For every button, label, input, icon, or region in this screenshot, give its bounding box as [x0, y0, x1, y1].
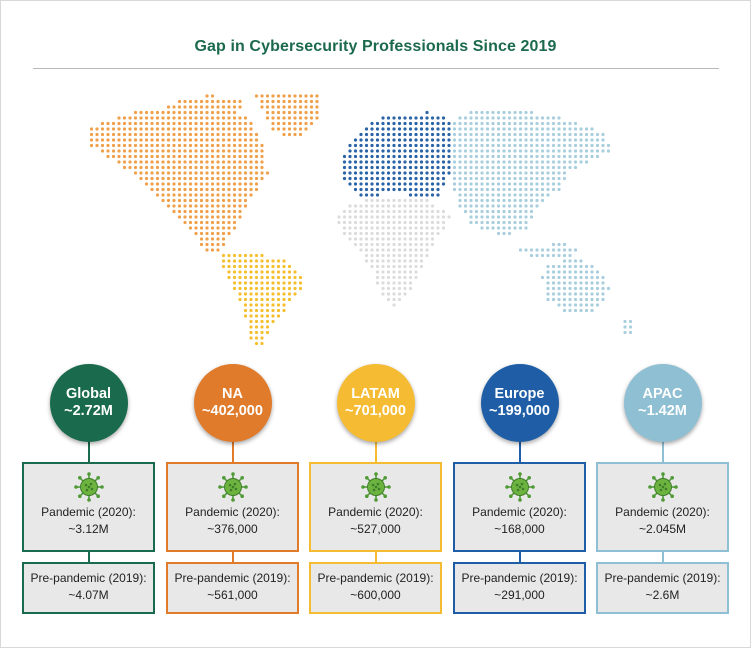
- pandemic-box: Pandemic (2020): ~2.045M: [596, 462, 729, 552]
- pandemic-value: ~2.045M: [638, 522, 687, 536]
- region-circle: NA ~402,000: [193, 364, 272, 442]
- virus-icon: [504, 472, 535, 502]
- pre-pandemic-value: ~561,000: [207, 588, 258, 602]
- region-name: APAC: [642, 386, 683, 402]
- region-circle: LATAM ~701,000: [336, 364, 415, 442]
- pre-pandemic-box: Pre-pandemic (2019): ~4.07M: [22, 562, 155, 614]
- pre-pandemic-label: Pre-pandemic (2019):: [174, 571, 291, 585]
- virus-icon: [73, 472, 104, 502]
- region-current-gap: ~199,000: [489, 403, 550, 419]
- pre-pandemic-label: Pre-pandemic (2019):: [461, 571, 578, 585]
- pre-pandemic-value: ~291,000: [494, 588, 545, 602]
- region-circle: Europe ~199,000: [480, 364, 559, 442]
- chart-title: Gap in Cybersecurity Professionals Since…: [194, 38, 557, 55]
- pandemic-label: Pandemic (2020):: [615, 505, 710, 519]
- world-dot-map: [89, 94, 633, 346]
- region-column-global: Global ~2.72M Pandemic (2020): ~3.12M Pr…: [22, 364, 155, 624]
- pandemic-box: Pandemic (2020): ~376,000: [166, 462, 299, 552]
- pandemic-label: Pandemic (2020):: [472, 505, 567, 519]
- pandemic-value: ~3.12M: [68, 522, 109, 536]
- pre-pandemic-value: ~2.6M: [645, 588, 680, 602]
- region-column-na: NA ~402,000 Pandemic (2020): ~376,000 Pr…: [166, 364, 299, 624]
- pandemic-box: Pandemic (2020): ~527,000: [309, 462, 442, 552]
- pandemic-box: Pandemic (2020): ~3.12M: [22, 462, 155, 552]
- pandemic-label: Pandemic (2020):: [185, 505, 280, 519]
- pandemic-label: Pandemic (2020):: [41, 505, 136, 519]
- region-current-gap: ~701,000: [345, 403, 406, 419]
- region-current-gap: ~2.72M: [64, 403, 113, 419]
- region-column-apac: APAC ~1.42M Pandemic (2020): ~2.045M Pre…: [596, 364, 729, 624]
- pandemic-box: Pandemic (2020): ~168,000: [453, 462, 586, 552]
- pre-pandemic-box: Pre-pandemic (2019): ~291,000: [453, 562, 586, 614]
- pre-pandemic-box: Pre-pandemic (2019): ~600,000: [309, 562, 442, 614]
- region-column-latam: LATAM ~701,000 Pandemic (2020): ~527,000…: [309, 364, 442, 624]
- region-circle: Global ~2.72M: [49, 364, 128, 442]
- pandemic-label: Pandemic (2020):: [328, 505, 423, 519]
- region-current-gap: ~402,000: [202, 403, 263, 419]
- region-circle: APAC ~1.42M: [623, 364, 702, 442]
- region-current-gap: ~1.42M: [638, 403, 687, 419]
- pre-pandemic-value: ~600,000: [350, 588, 401, 602]
- region-name: Europe: [494, 386, 545, 402]
- region-name: Global: [65, 386, 112, 402]
- pre-pandemic-label: Pre-pandemic (2019):: [317, 571, 434, 585]
- virus-icon: [647, 472, 678, 502]
- pre-pandemic-label: Pre-pandemic (2019):: [30, 571, 147, 585]
- pandemic-value: ~527,000: [350, 522, 401, 536]
- virus-icon: [360, 472, 391, 502]
- pandemic-value: ~168,000: [494, 522, 545, 536]
- pre-pandemic-value: ~4.07M: [68, 588, 109, 602]
- region-name: NA: [222, 386, 243, 402]
- pre-pandemic-box: Pre-pandemic (2019): ~2.6M: [596, 562, 729, 614]
- region-column-europe: Europe ~199,000 Pandemic (2020): ~168,00…: [453, 364, 586, 624]
- title-divider: [33, 68, 719, 69]
- virus-icon: [217, 472, 248, 502]
- region-name: LATAM: [351, 386, 400, 402]
- pandemic-value: ~376,000: [207, 522, 258, 536]
- pre-pandemic-box: Pre-pandemic (2019): ~561,000: [166, 562, 299, 614]
- pre-pandemic-label: Pre-pandemic (2019):: [604, 571, 721, 585]
